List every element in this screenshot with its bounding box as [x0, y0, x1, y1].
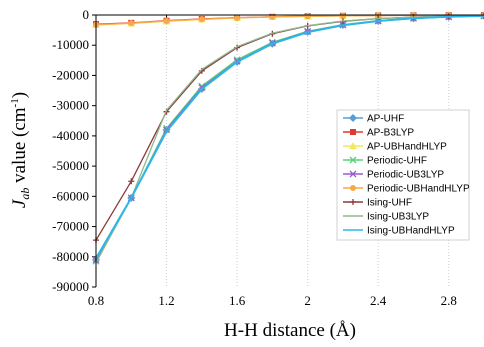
- legend-item-ising-uhf: Ising-UHF: [343, 198, 412, 209]
- legend-item-ising-ubhandhlyp: Ising-UBHandHLYP: [343, 226, 455, 237]
- legend-item-periodic-ub3lyp: Periodic-UB3LYP: [343, 170, 444, 181]
- x-tick-label: 2.4: [370, 293, 387, 308]
- legend-label: Ising-UHF: [367, 198, 412, 209]
- x-tick-label: 0.8: [88, 293, 104, 308]
- legend-marker: [349, 156, 357, 164]
- x-tick-label: 2.8: [441, 293, 457, 308]
- y-tick-label: -50000: [52, 158, 89, 173]
- data-point: [198, 84, 206, 91]
- y-tick-label: -30000: [52, 98, 89, 113]
- y-axis: 0 -10000 -20000 -30000 -40000 -50000 -60000 -70…: [52, 7, 96, 294]
- x-tick-label: 2: [304, 293, 311, 308]
- x-tick-label: 1.2: [158, 293, 174, 308]
- legend: AP-UHF AP-B3LYP AP-UBHandHLYP Periodic-UHF P…: [336, 109, 470, 241]
- legend-marker: [350, 185, 356, 191]
- legend-marker: [350, 199, 356, 205]
- data-point: [163, 18, 170, 25]
- legend-item-periodic-uhf: Periodic-UHF: [343, 156, 427, 167]
- legend-label: Periodic-UBHandHLYP: [367, 184, 470, 195]
- x-tick-label: 1.6: [229, 293, 246, 308]
- legend-marker: [349, 114, 357, 122]
- series-ising-ub3lyp: [95, 14, 484, 264]
- legend-marker: [349, 142, 357, 149]
- y-tick-label: -80000: [52, 249, 89, 264]
- y-axis-title: Jab value (cm-1): [9, 92, 32, 208]
- legend-items: AP-UHF AP-B3LYP AP-UBHandHLYP Periodic-UHF P…: [343, 114, 470, 237]
- legend-label: AP-UHF: [367, 114, 404, 125]
- data-point: [304, 13, 311, 20]
- legend-label: AP-B3LYP: [367, 128, 414, 139]
- legend-item-ap-uhf: AP-UHF: [343, 114, 404, 125]
- y-tick-label: -20000: [52, 67, 89, 82]
- legend-item-ap-b3lyp: AP-B3LYP: [343, 128, 414, 139]
- x-axis-title: H-H distance (Å): [224, 320, 356, 341]
- data-point: [128, 20, 135, 27]
- legend-label: Periodic-UHF: [367, 156, 427, 167]
- data-point: [234, 14, 241, 21]
- series-line-ising-ubhandhlyp: [95, 14, 484, 259]
- series-ising-ubhandhlyp: [95, 14, 484, 259]
- legend-label: Periodic-UB3LYP: [367, 170, 444, 181]
- data-point: [198, 16, 205, 23]
- y-tick-label: -70000: [52, 219, 89, 234]
- legend-label: Ising-UBHandHLYP: [367, 226, 455, 237]
- legend-item-ap-ubhandhlyp: AP-UBHandHLYP: [343, 142, 447, 153]
- y-tick-label: -90000: [52, 279, 89, 294]
- legend-marker: [350, 129, 356, 135]
- legend-marker: [349, 170, 357, 178]
- series-line-ising-ub3lyp: [95, 14, 484, 264]
- legend-label: Ising-UB3LYP: [367, 212, 429, 223]
- data-point: [128, 178, 135, 185]
- legend-item-periodic-ubhandhlyp: Periodic-UBHandHLYP: [343, 184, 470, 195]
- legend-label: AP-UBHandHLYP: [367, 142, 447, 153]
- y-tick-label: 0: [83, 7, 90, 22]
- y-tick-label: -10000: [52, 37, 89, 52]
- y-tick-label: -40000: [52, 128, 89, 143]
- legend-item-ising-ub3lyp: Ising-UB3LYP: [343, 212, 429, 223]
- data-point: [339, 12, 346, 19]
- y-tick-label: -60000: [52, 188, 89, 203]
